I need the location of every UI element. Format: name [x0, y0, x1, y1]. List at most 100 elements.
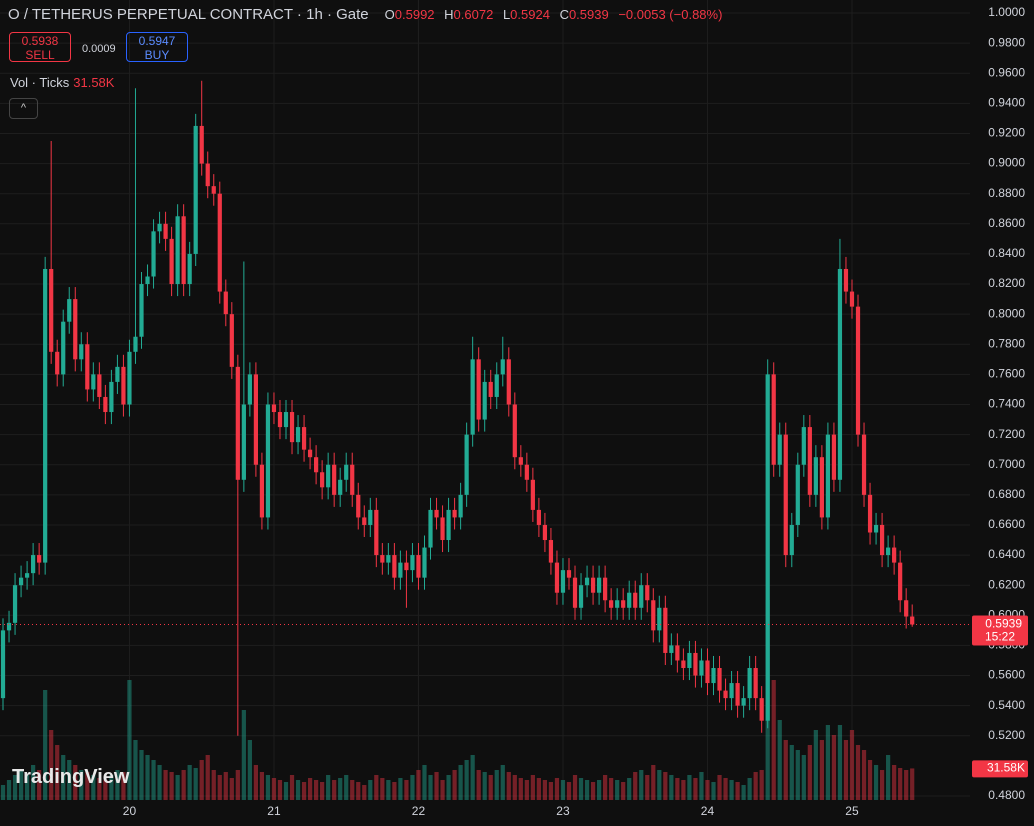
y-tick-label: 0.6200 [988, 577, 1025, 591]
candle-body [621, 600, 626, 608]
buy-button[interactable]: 0.5947 BUY [126, 32, 188, 62]
volume-bar [572, 775, 578, 800]
candle-body [518, 457, 523, 465]
volume-bar [181, 770, 186, 800]
candle-body [18, 577, 24, 586]
x-tick-label: 21 [267, 804, 281, 818]
y-tick-label: 0.8400 [988, 246, 1025, 260]
sell-button[interactable]: 0.5938 SELL [9, 32, 71, 62]
candle-body [253, 374, 259, 465]
volume-bar [482, 772, 487, 800]
volume-bar [735, 782, 740, 800]
y-tick-label: 0.6400 [988, 547, 1025, 561]
candle-body [223, 291, 228, 315]
volume-bar [464, 760, 469, 800]
volume-bar [627, 778, 632, 800]
candle-body [584, 577, 590, 586]
y-tick-label: 0.7200 [988, 427, 1025, 441]
volume-bar [163, 770, 168, 800]
candle-body [139, 284, 144, 337]
logo: TradingView [12, 766, 130, 788]
volume-bar [253, 765, 259, 800]
candle-body [121, 366, 126, 405]
candle-body [446, 509, 451, 541]
candle-body [705, 660, 710, 684]
change: −0.0053 (−0.88%) [618, 7, 723, 22]
candle-body [356, 494, 361, 518]
candle-body [723, 690, 728, 699]
ohlc: O0.5992 H0.6072 L0.5924 C0.5939 −0.0053 … [385, 7, 729, 22]
volume-bar [0, 785, 6, 800]
y-tick-label: 1.0000 [988, 5, 1025, 19]
candle-body [765, 374, 770, 721]
x-tick-label: 22 [412, 804, 426, 818]
volume-bar [79, 770, 84, 800]
candle-body [422, 547, 427, 578]
candle-body [657, 607, 662, 631]
volume-bar [699, 772, 704, 800]
volume-bar [301, 782, 307, 800]
volume-bar [886, 755, 891, 800]
volume-bar [603, 775, 608, 800]
candle-body [368, 509, 373, 525]
volume-bar [55, 745, 60, 800]
candle-body [596, 577, 602, 593]
volume-bar [494, 770, 499, 800]
h-label: H [444, 7, 454, 22]
volume-bar [669, 775, 674, 800]
candle-body [338, 479, 343, 495]
volume-bar [440, 780, 445, 800]
volume-bar [374, 775, 379, 800]
candle-body [374, 509, 379, 556]
volume-bar [175, 775, 180, 800]
volume-bar [892, 765, 897, 800]
volume-bar [849, 730, 855, 800]
candle-body [633, 592, 638, 608]
candle-body [127, 351, 132, 405]
y-tick-label: 0.5200 [988, 728, 1025, 742]
candle-body [849, 291, 855, 307]
candle-body [554, 562, 560, 593]
volume-bar [392, 782, 397, 800]
candle-body [494, 374, 499, 397]
candle-body [783, 434, 788, 556]
volume-bar [837, 725, 843, 800]
y-tick-label: 0.8200 [988, 276, 1025, 290]
candle-body [37, 555, 42, 563]
volume-bar [524, 780, 529, 800]
collapse-button[interactable]: ^ [9, 98, 38, 119]
candle-body [470, 359, 475, 435]
candle-body [855, 306, 861, 435]
y-tick-label: 0.8800 [988, 186, 1025, 200]
candle-body [663, 607, 668, 653]
candle-body [879, 524, 885, 556]
volume-bar [452, 770, 457, 800]
candle-body [867, 494, 873, 533]
candle-body [789, 524, 794, 556]
volume-bar [777, 720, 782, 800]
candle-body [759, 698, 764, 721]
candle-body [289, 412, 295, 443]
volume-bar [554, 778, 560, 800]
volume-bar [91, 775, 96, 800]
candle-body [271, 404, 277, 413]
volume-bar [121, 772, 126, 800]
y-tick-label: 0.9000 [988, 156, 1025, 170]
candle-body [259, 464, 265, 518]
volume-bar [271, 778, 277, 800]
candle-body [566, 570, 572, 578]
volume-bar [518, 778, 523, 800]
volume-bar [404, 780, 409, 800]
y-tick-label: 0.5600 [988, 668, 1025, 682]
candle-body [205, 163, 210, 187]
candle-body [452, 509, 457, 518]
candle-body [771, 374, 776, 465]
volume-bar [530, 775, 535, 800]
x-tick-label: 20 [123, 804, 137, 818]
candle-body [314, 457, 319, 473]
volume-bar [43, 690, 48, 800]
volume-bar [235, 770, 240, 800]
candle-body [892, 547, 897, 563]
l: 0.5924 [510, 7, 550, 22]
